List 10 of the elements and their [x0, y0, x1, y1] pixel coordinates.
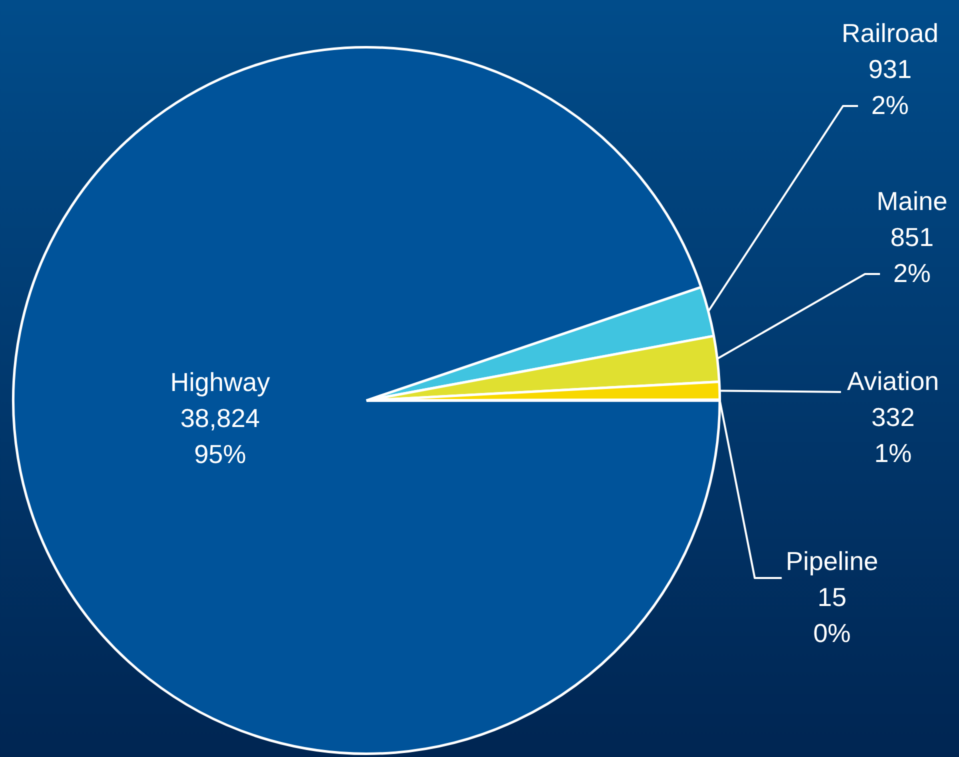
slice-label: Maine — [876, 186, 948, 216]
data-label: 38,824 95% — [180, 402, 260, 469]
slice-label: Pipeline — [786, 546, 878, 576]
slice-label: Highway — [170, 366, 270, 397]
data-label: 851 2% — [890, 222, 934, 288]
slice-label: Railroad — [842, 18, 938, 48]
data-label: 332 1% — [871, 402, 915, 468]
slice-label: Aviation — [846, 366, 940, 396]
data-label: 931 2% — [868, 54, 912, 120]
data-label: 15 0% — [813, 582, 851, 648]
